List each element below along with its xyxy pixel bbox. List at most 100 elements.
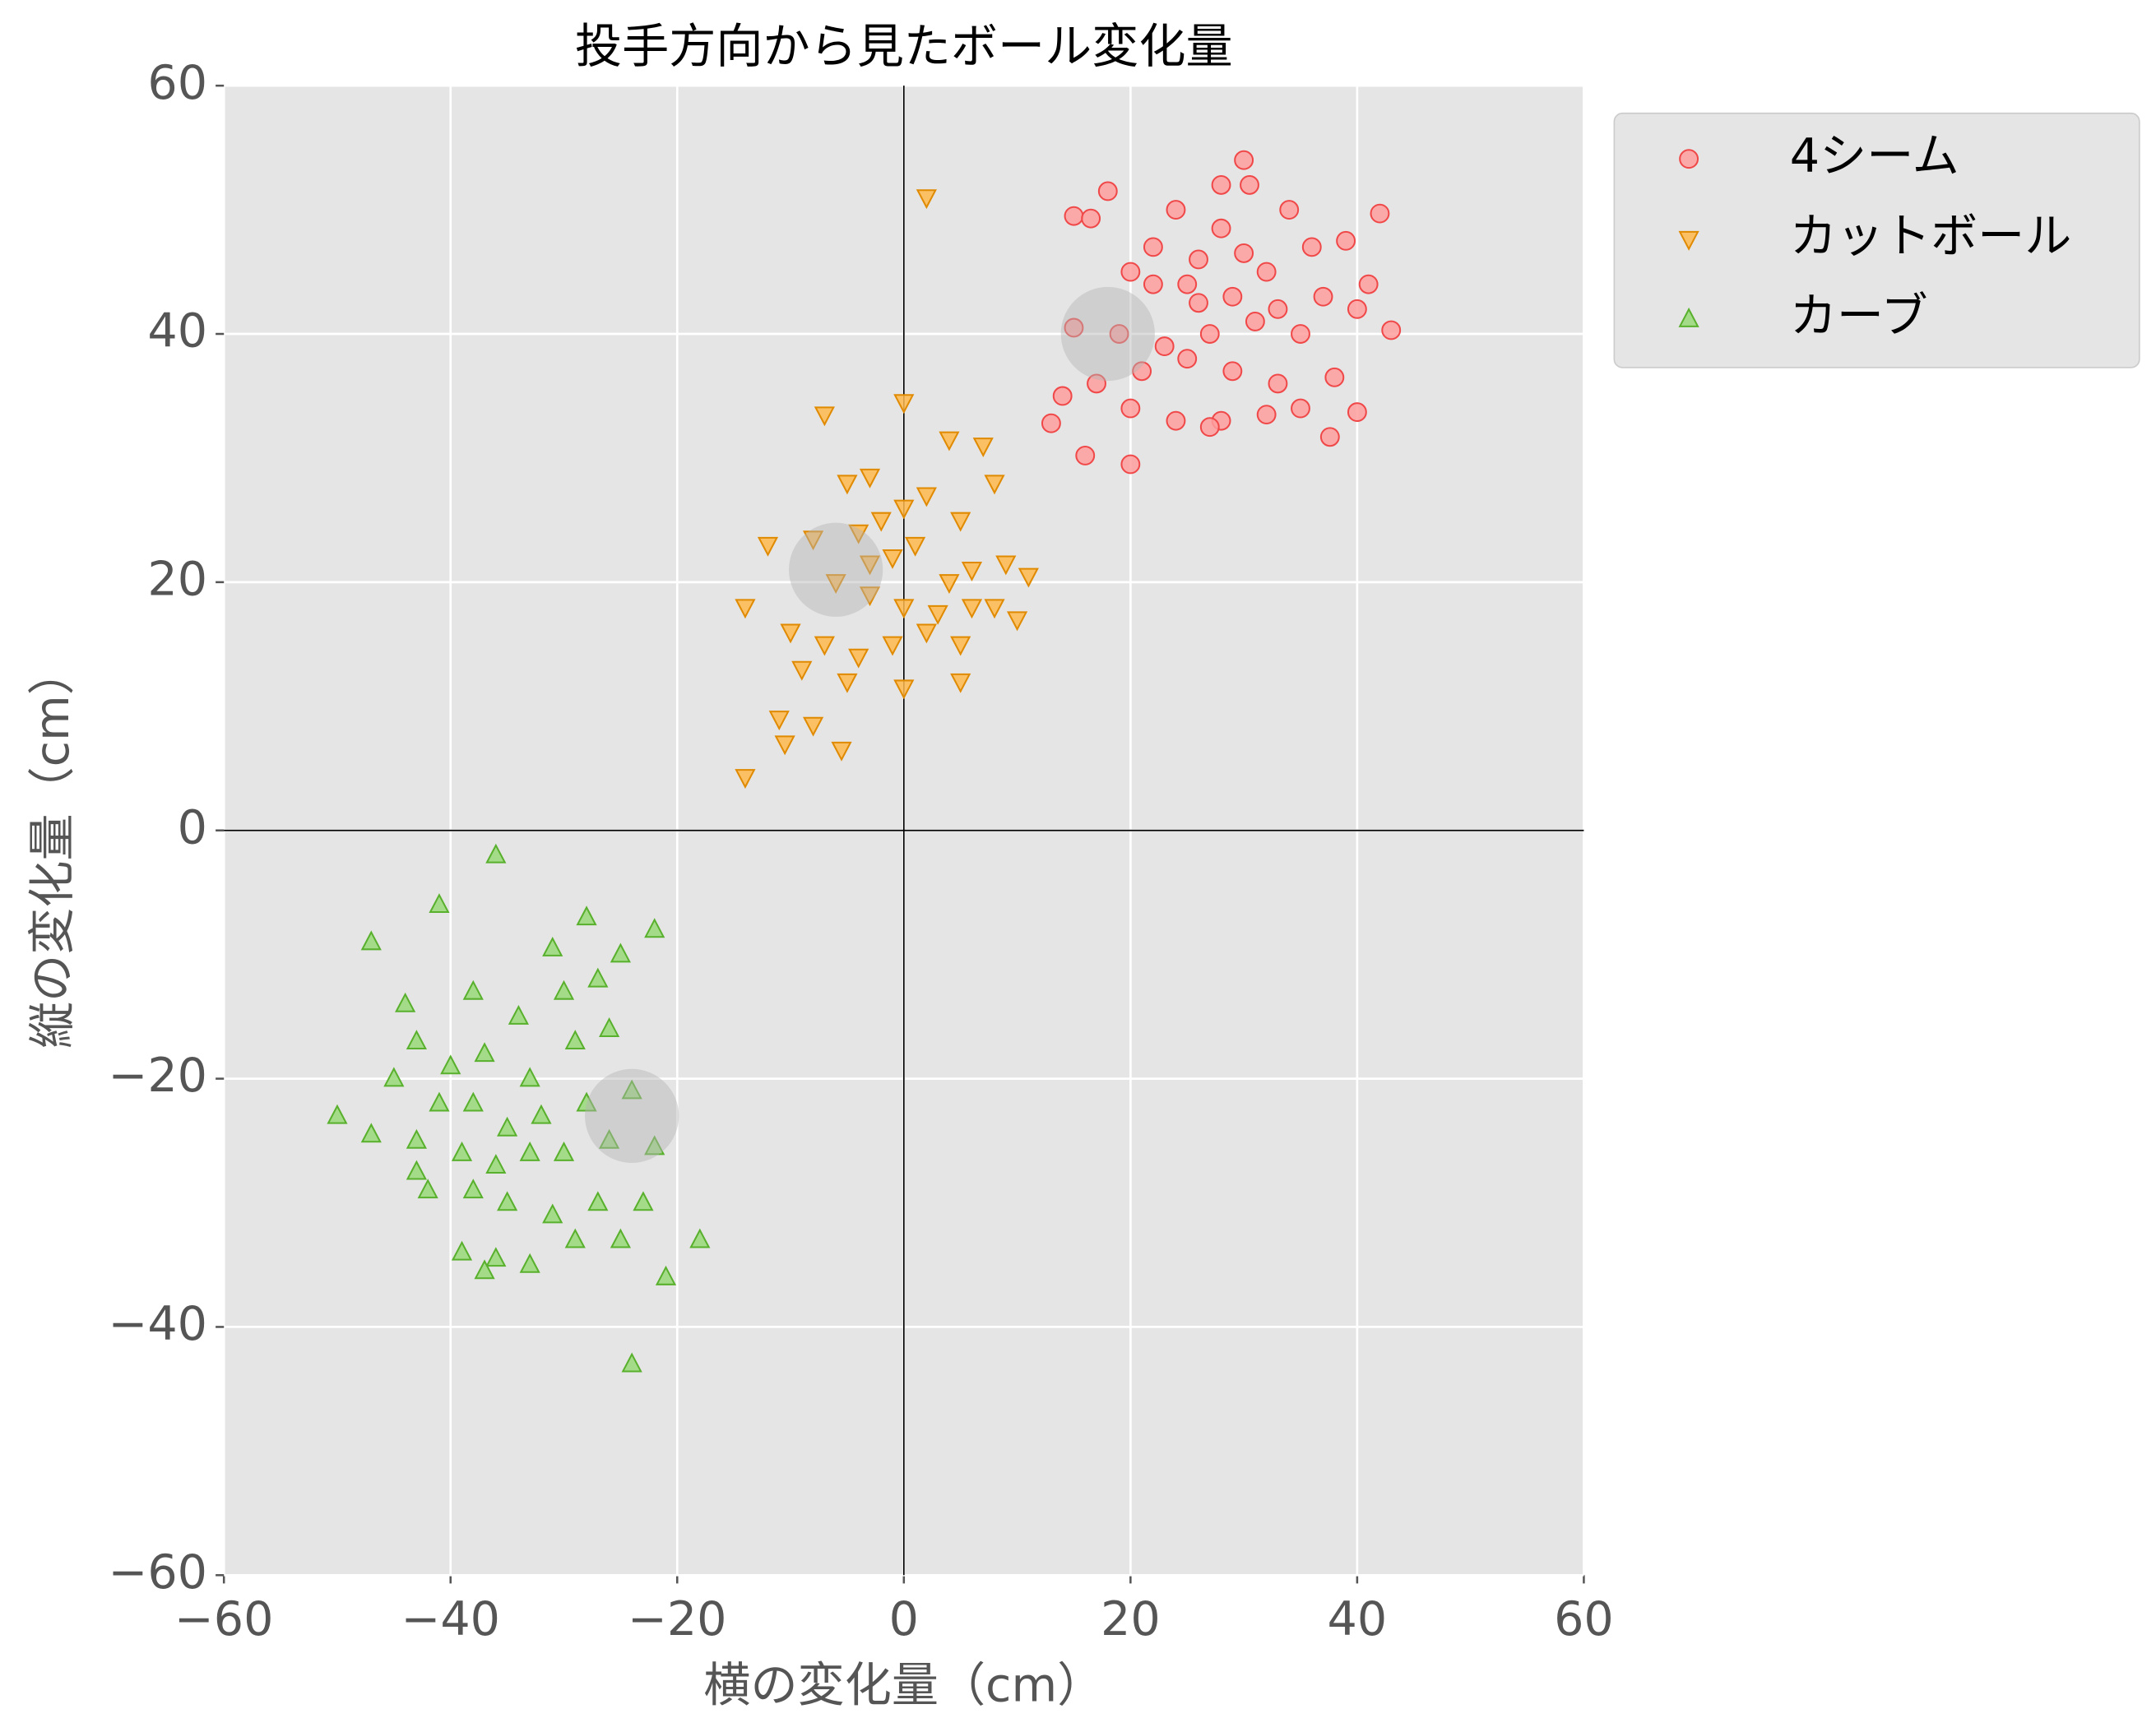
point bbox=[440, 1054, 461, 1075]
point bbox=[497, 1191, 518, 1211]
point bbox=[1143, 274, 1163, 294]
point bbox=[1268, 299, 1288, 319]
point bbox=[774, 735, 795, 756]
y-axis-label: 縦の変化量（cm） bbox=[26, 648, 80, 1049]
point bbox=[1120, 454, 1141, 475]
x-tick-label: −40 bbox=[401, 1592, 500, 1646]
point bbox=[1211, 218, 1231, 238]
legend bbox=[1613, 112, 2140, 368]
point bbox=[1319, 427, 1340, 447]
y-tick-label: 40 bbox=[147, 304, 207, 359]
marks bbox=[327, 150, 1402, 1373]
point bbox=[859, 468, 881, 489]
point bbox=[519, 1253, 540, 1273]
point bbox=[893, 499, 915, 520]
point bbox=[848, 648, 869, 669]
point bbox=[610, 942, 631, 963]
point bbox=[1177, 349, 1198, 369]
point bbox=[1006, 611, 1028, 632]
chart-title: 投手方向から見たボール変化量 bbox=[575, 20, 1233, 74]
point bbox=[1143, 237, 1163, 257]
point bbox=[519, 1141, 540, 1161]
point bbox=[735, 599, 756, 619]
point bbox=[904, 536, 926, 557]
point bbox=[950, 673, 971, 693]
y-tick-label: −60 bbox=[109, 1545, 208, 1600]
point bbox=[972, 438, 994, 458]
point bbox=[837, 673, 858, 693]
point bbox=[780, 623, 801, 644]
point bbox=[1240, 174, 1259, 195]
point bbox=[1075, 446, 1096, 465]
point bbox=[1245, 312, 1265, 331]
point bbox=[859, 555, 881, 576]
point bbox=[1313, 286, 1333, 307]
point bbox=[893, 679, 915, 700]
legend-marker bbox=[1678, 307, 1699, 327]
point bbox=[859, 586, 881, 607]
point bbox=[1166, 200, 1186, 220]
point bbox=[406, 1128, 427, 1149]
point bbox=[1301, 237, 1322, 257]
x-tick-label: −20 bbox=[628, 1592, 727, 1646]
point bbox=[1064, 206, 1084, 226]
legend-marker bbox=[1679, 149, 1699, 169]
y-tick-label: 20 bbox=[147, 553, 207, 607]
point bbox=[644, 918, 665, 938]
point bbox=[542, 1203, 563, 1224]
point bbox=[395, 992, 416, 1012]
point bbox=[768, 711, 790, 731]
point bbox=[1347, 402, 1367, 423]
point bbox=[564, 1030, 586, 1050]
point bbox=[1189, 249, 1208, 270]
point bbox=[1041, 413, 1061, 433]
point bbox=[451, 1141, 473, 1161]
point bbox=[1120, 398, 1141, 419]
y-tick-label: 0 bbox=[178, 800, 207, 854]
point bbox=[893, 599, 915, 619]
point bbox=[564, 1228, 586, 1248]
point bbox=[1324, 367, 1345, 387]
point bbox=[485, 843, 507, 864]
point bbox=[655, 1265, 677, 1285]
point bbox=[984, 599, 1005, 619]
point bbox=[451, 1240, 473, 1261]
legend-label: カーブ bbox=[1790, 289, 1928, 344]
point bbox=[1097, 181, 1118, 201]
y-tick-label: 60 bbox=[147, 56, 207, 110]
point bbox=[610, 1228, 631, 1248]
point bbox=[893, 394, 915, 414]
mean-marker bbox=[585, 1068, 679, 1163]
point bbox=[417, 1179, 438, 1199]
point bbox=[735, 769, 756, 790]
point bbox=[803, 530, 824, 551]
point bbox=[474, 1042, 495, 1063]
point bbox=[462, 979, 484, 1000]
point bbox=[383, 1067, 405, 1087]
point bbox=[837, 475, 858, 495]
point bbox=[429, 1091, 450, 1112]
point bbox=[882, 549, 903, 569]
point bbox=[916, 623, 937, 644]
point bbox=[916, 487, 937, 507]
x-tick-label: 0 bbox=[889, 1592, 919, 1646]
point bbox=[1291, 324, 1310, 344]
y-tick-label: −20 bbox=[109, 1049, 208, 1103]
point bbox=[599, 1017, 620, 1037]
point bbox=[1199, 324, 1220, 344]
point bbox=[916, 189, 937, 210]
point bbox=[576, 905, 597, 926]
point bbox=[1336, 230, 1356, 251]
point bbox=[360, 930, 382, 951]
point bbox=[995, 555, 1017, 576]
point bbox=[497, 1116, 518, 1137]
point bbox=[757, 536, 779, 557]
x-tick-label: −60 bbox=[174, 1592, 274, 1646]
point bbox=[984, 475, 1005, 495]
point bbox=[531, 1104, 552, 1124]
point bbox=[474, 1259, 495, 1280]
point bbox=[950, 512, 971, 532]
point bbox=[327, 1104, 348, 1124]
point bbox=[803, 716, 824, 737]
